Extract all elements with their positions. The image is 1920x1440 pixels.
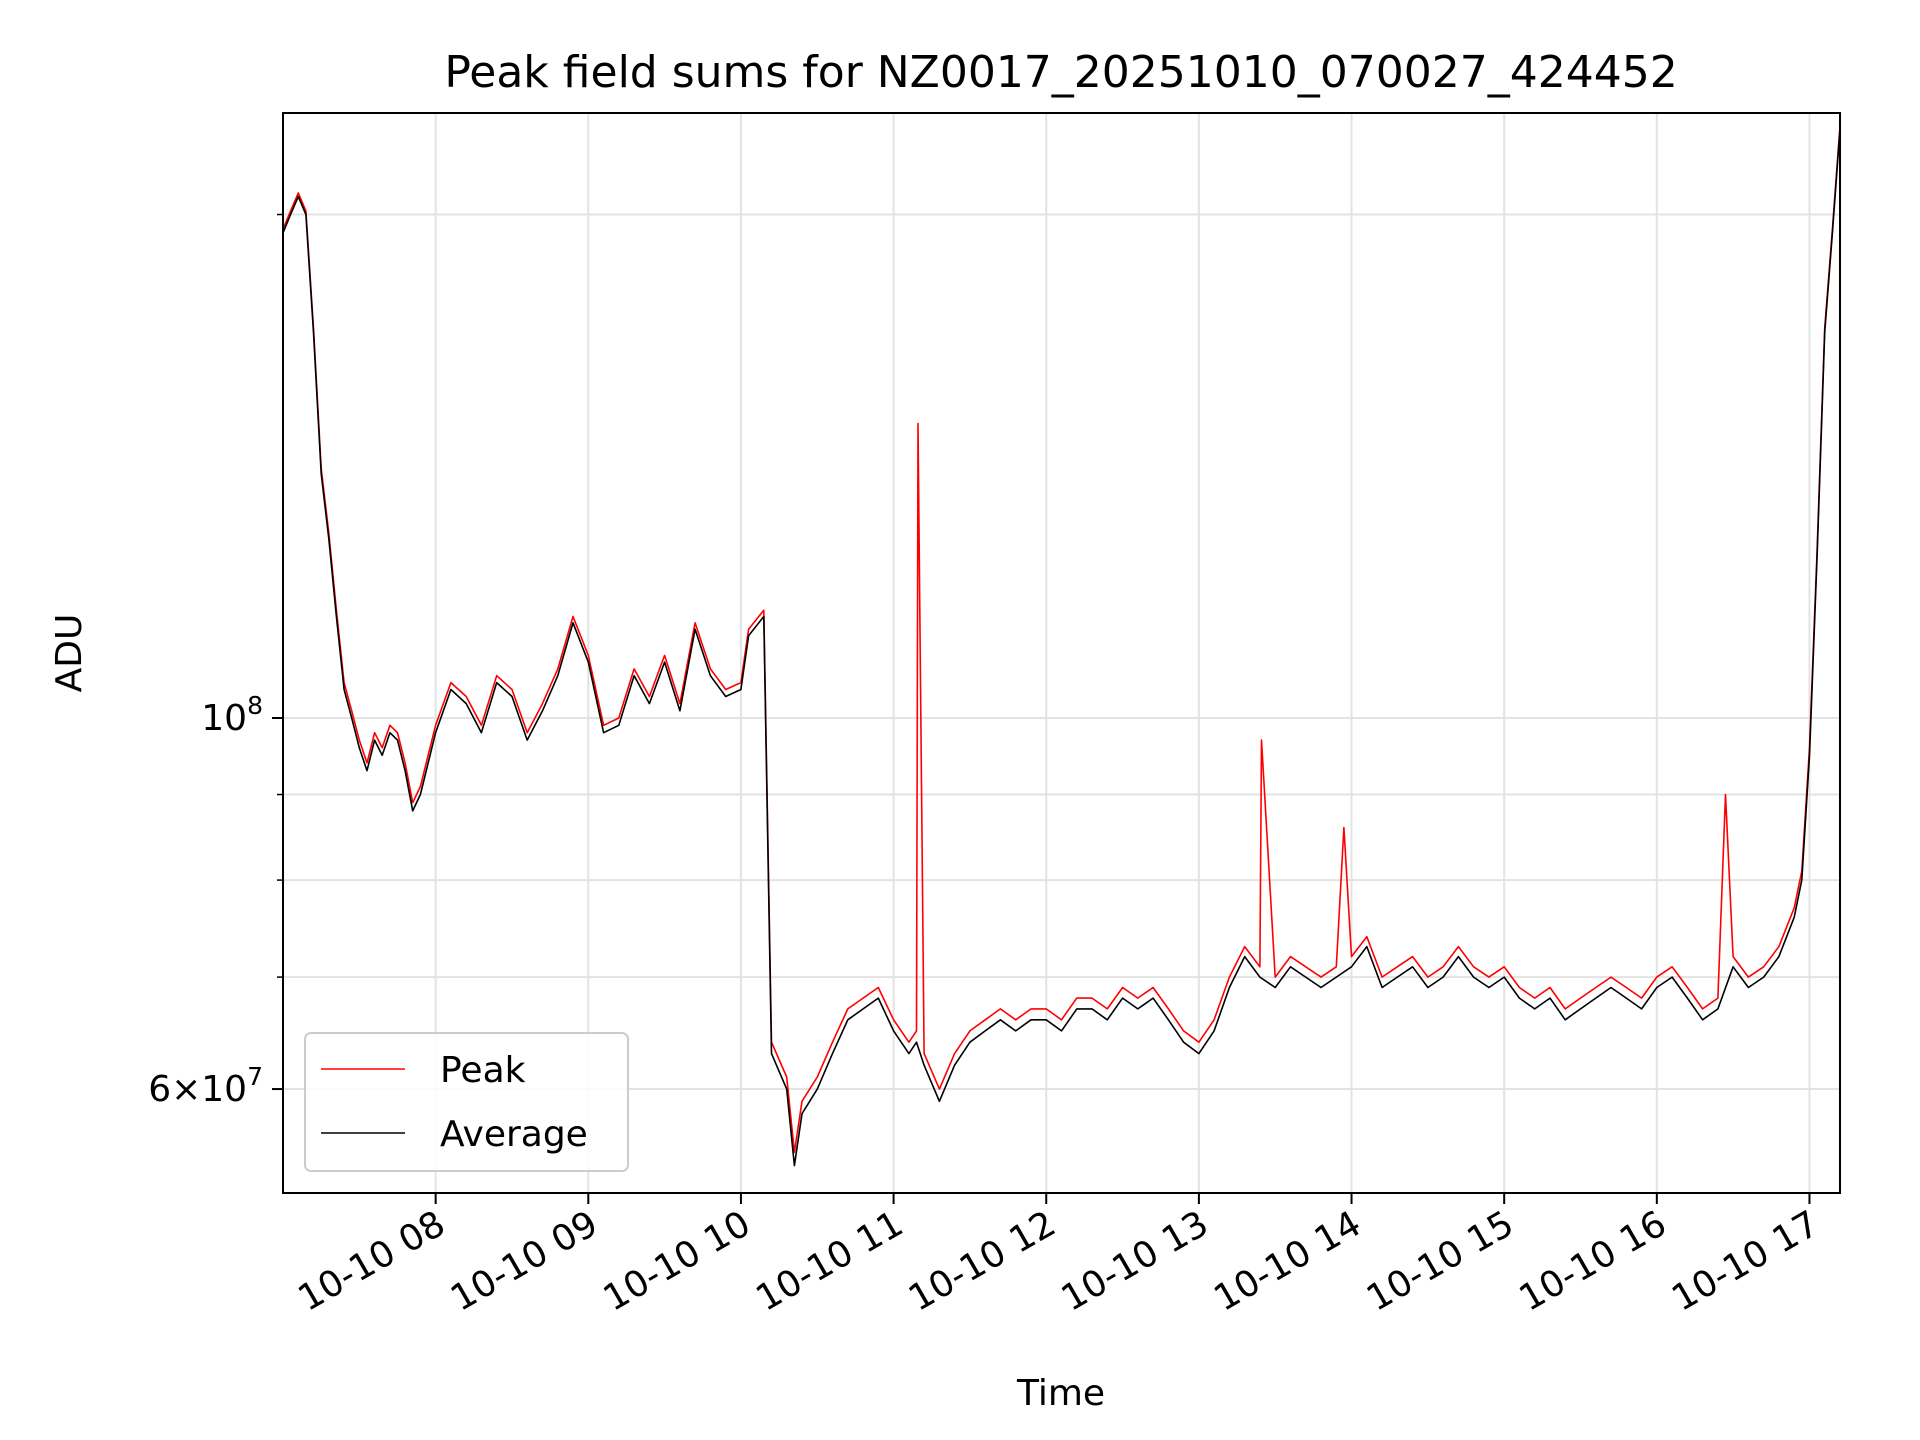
legend-box (304, 1032, 629, 1172)
y-tick-label: 108 (201, 691, 263, 739)
grid (283, 113, 1840, 1193)
series-line-peak (283, 125, 1840, 1154)
series-layer (283, 125, 1840, 1167)
series-line-average (283, 128, 1840, 1167)
chart-title: Peak field sums for NZ0017_20251010_0700… (444, 47, 1677, 98)
legend: Peak Average (304, 1032, 629, 1172)
legend-label-peak: Peak (440, 1050, 526, 1091)
legend-label-average: Average (440, 1114, 588, 1155)
plot-frame (282, 112, 1841, 1194)
y-axis-label: ADU (49, 614, 90, 693)
x-axis-label: Time (1016, 1373, 1105, 1414)
y-axis-ticks: 108 6×107 (148, 213, 283, 1110)
y-tick-label: 6×107 (148, 1062, 263, 1110)
